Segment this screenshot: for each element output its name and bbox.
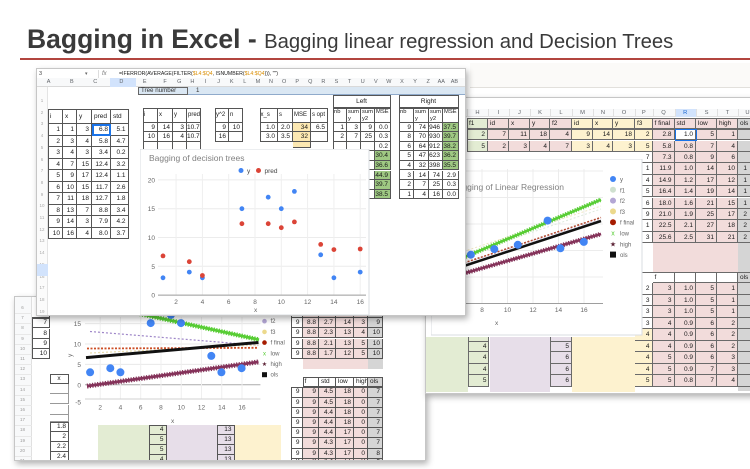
svg-text:10: 10 — [74, 342, 82, 349]
svg-text:14: 14 — [330, 299, 338, 306]
svg-text:14: 14 — [218, 405, 226, 412]
svg-text:★: ★ — [610, 240, 616, 248]
svg-text:x: x — [171, 418, 175, 425]
svg-text:8: 8 — [253, 299, 257, 306]
svg-text:f2: f2 — [271, 319, 277, 325]
svg-text:12: 12 — [198, 405, 206, 412]
svg-text:15: 15 — [147, 206, 155, 213]
svg-text:10: 10 — [504, 307, 512, 314]
svg-text:8: 8 — [159, 405, 163, 412]
svg-text:low: low — [620, 232, 630, 238]
svg-text:f final: f final — [271, 341, 285, 347]
svg-text:10: 10 — [277, 299, 285, 306]
svg-text:10: 10 — [178, 405, 186, 412]
svg-text:16: 16 — [356, 299, 364, 306]
svg-text:15: 15 — [74, 321, 82, 328]
svg-text:-5: -5 — [75, 400, 81, 407]
svg-text:f3: f3 — [271, 330, 277, 336]
svg-text:Bagging of Linear Regression: Bagging of Linear Regression — [452, 182, 564, 192]
svg-text:pred: pred — [264, 168, 277, 175]
svg-text:Bagging of decision trees: Bagging of decision trees — [149, 153, 244, 163]
svg-text:x: x — [611, 231, 615, 238]
svg-text:2: 2 — [174, 299, 178, 306]
svg-text:ols: ols — [271, 373, 279, 379]
svg-text:12: 12 — [529, 307, 537, 314]
svg-text:4: 4 — [200, 299, 204, 306]
svg-text:4: 4 — [119, 405, 123, 412]
svg-text:0: 0 — [77, 382, 81, 389]
svg-text:y: y — [620, 178, 623, 184]
svg-text:12: 12 — [303, 299, 311, 306]
svg-text:y: y — [247, 168, 251, 175]
svg-text:20: 20 — [147, 177, 155, 184]
svg-text:6: 6 — [226, 299, 230, 306]
svg-text:f final: f final — [620, 221, 634, 227]
svg-text:6: 6 — [139, 405, 143, 412]
svg-text:16: 16 — [580, 307, 588, 314]
svg-text:2: 2 — [98, 405, 102, 412]
svg-text:5: 5 — [151, 263, 155, 270]
svg-text:high: high — [271, 362, 282, 368]
svg-text:ols: ols — [620, 253, 628, 259]
svg-text:14: 14 — [555, 307, 563, 314]
svg-text:0: 0 — [151, 292, 155, 299]
svg-text:10: 10 — [147, 235, 155, 242]
svg-text:x: x — [495, 320, 499, 327]
svg-text:★: ★ — [262, 361, 267, 368]
svg-text:f2: f2 — [620, 199, 626, 205]
svg-text:8: 8 — [480, 307, 484, 314]
svg-text:x: x — [263, 351, 266, 357]
svg-text:f1: f1 — [620, 188, 626, 194]
svg-text:x: x — [254, 307, 258, 314]
svg-text:16: 16 — [238, 405, 246, 412]
svg-text:f3: f3 — [620, 210, 626, 216]
svg-text:y: y — [67, 353, 74, 357]
svg-text:high: high — [620, 242, 631, 248]
svg-text:low: low — [271, 351, 281, 357]
svg-text:5: 5 — [77, 362, 81, 369]
